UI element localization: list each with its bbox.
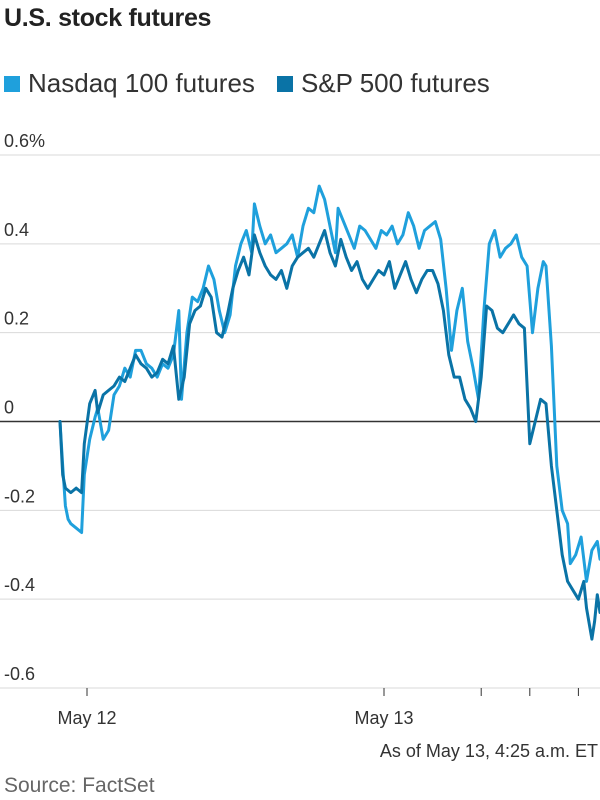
series-lines bbox=[58, 184, 600, 641]
source-note: Source: FactSet bbox=[4, 774, 155, 797]
legend-label-nasdaq: Nasdaq 100 futures bbox=[28, 68, 255, 98]
chart-title: U.S. stock futures bbox=[4, 4, 212, 32]
grid-layer: 0.6% 0.4 0.2 0 -0.2 -0.4 -0.6 bbox=[0, 131, 600, 689]
y-tick-label: -0.6 bbox=[4, 664, 35, 684]
legend-item-sp500: S&P 500 futures bbox=[276, 68, 490, 99]
y-tick-label: 0.2 bbox=[4, 309, 29, 329]
legend-label-sp500: S&P 500 futures bbox=[300, 68, 490, 98]
timestamp-note: As of May 13, 4:25 a.m. ET bbox=[380, 741, 598, 761]
legend-swatch-nasdaq bbox=[4, 75, 20, 92]
x-tick-label: May 13 bbox=[354, 708, 413, 728]
series-line-nasdaq bbox=[58, 184, 600, 583]
y-tick-label: 0.6% bbox=[4, 131, 45, 151]
x-axis: May 12 May 13 bbox=[57, 688, 579, 728]
legend-swatch-sp500 bbox=[276, 75, 293, 92]
y-tick-label: 0.4 bbox=[4, 220, 29, 240]
series-line-sp500 bbox=[58, 229, 600, 641]
y-tick-label: -0.2 bbox=[4, 486, 35, 506]
legend: Nasdaq 100 futures S&P 500 futures bbox=[4, 68, 512, 99]
y-tick-label: -0.4 bbox=[4, 575, 35, 595]
y-tick-label: 0 bbox=[4, 398, 14, 418]
x-tick-label: May 12 bbox=[57, 708, 116, 728]
legend-item-nasdaq: Nasdaq 100 futures bbox=[4, 68, 255, 99]
